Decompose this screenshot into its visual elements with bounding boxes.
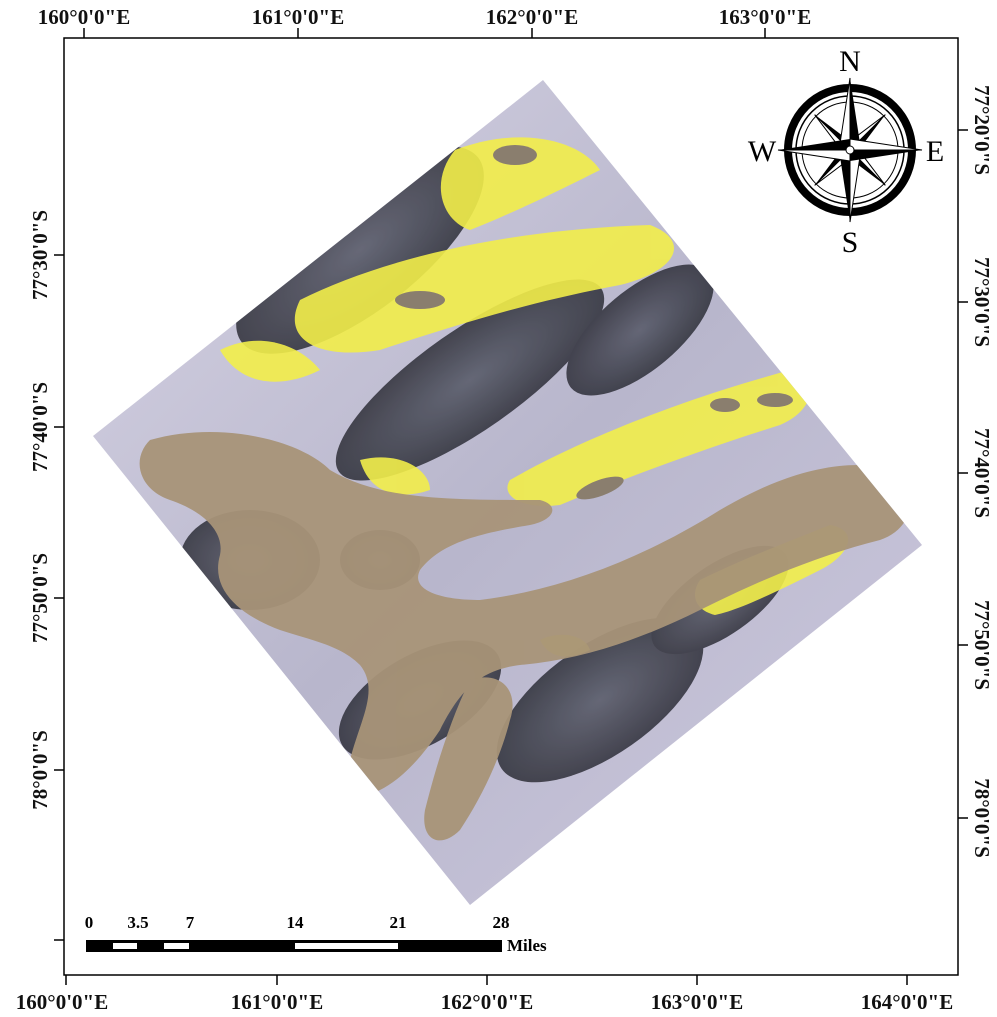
top-longitude-labels: 160°0'0"E 161°0'0"E 162°0'0"E 163°0'0"E bbox=[38, 5, 811, 29]
lat-label-left: 77°30'0"S bbox=[28, 210, 52, 300]
compass-south-label: S bbox=[842, 226, 859, 259]
compass-east-label: E bbox=[926, 135, 944, 168]
scale-bar: 0 3.5 7 14 21 28 Miles bbox=[85, 913, 547, 955]
lon-label-top: 162°0'0"E bbox=[486, 5, 578, 29]
lat-label-left: 77°50'0"S bbox=[28, 553, 52, 643]
lon-label-bottom: 160°0'0"E bbox=[16, 990, 108, 1014]
right-latitude-labels: 77°20'0"S 77°30'0"S 77°40'0"S 77°50'0"S … bbox=[970, 85, 994, 858]
lon-label-bottom: 162°0'0"E bbox=[441, 990, 533, 1014]
lon-label-bottom: 164°0'0"E bbox=[861, 990, 953, 1014]
lon-label-top: 163°0'0"E bbox=[719, 5, 811, 29]
scale-tick-label: 28 bbox=[493, 913, 510, 932]
lat-label-right: 77°20'0"S bbox=[970, 85, 994, 175]
compass-north-label: N bbox=[839, 45, 861, 78]
lat-label-right: 77°40'0"S bbox=[970, 428, 994, 518]
lakes bbox=[395, 145, 793, 500]
glacier-flows bbox=[139, 431, 911, 841]
scale-tick-label: 7 bbox=[186, 913, 195, 932]
bottom-longitude-labels: 160°0'0"E 161°0'0"E 162°0'0"E 163°0'0"E … bbox=[16, 990, 953, 1014]
graticule-ticks bbox=[54, 28, 968, 985]
lat-label-right: 78°0'0"S bbox=[970, 778, 994, 858]
left-latitude-labels: 77°30'0"S 77°40'0"S 77°50'0"S 78°0'0"S bbox=[28, 210, 52, 810]
scale-tick-label: 0 bbox=[85, 913, 94, 932]
compass-rose-icon bbox=[777, 77, 923, 223]
satellite-scene bbox=[93, 80, 922, 905]
lat-label-right: 77°50'0"S bbox=[970, 600, 994, 690]
lon-label-top: 161°0'0"E bbox=[252, 5, 344, 29]
scale-tick-label: 21 bbox=[390, 913, 407, 932]
scale-units-label: Miles bbox=[507, 936, 547, 955]
lon-label-bottom: 161°0'0"E bbox=[231, 990, 323, 1014]
lat-label-left: 78°0'0"S bbox=[28, 730, 52, 810]
scale-tick-label: 3.5 bbox=[127, 913, 148, 932]
lon-label-top: 160°0'0"E bbox=[38, 5, 130, 29]
lon-label-bottom: 163°0'0"E bbox=[651, 990, 743, 1014]
lat-label-left: 77°40'0"S bbox=[28, 382, 52, 472]
lat-label-right: 77°30'0"S bbox=[970, 257, 994, 347]
compass-west-label: W bbox=[748, 135, 777, 168]
scale-tick-label: 14 bbox=[287, 913, 305, 932]
map-frame bbox=[63, 37, 959, 976]
